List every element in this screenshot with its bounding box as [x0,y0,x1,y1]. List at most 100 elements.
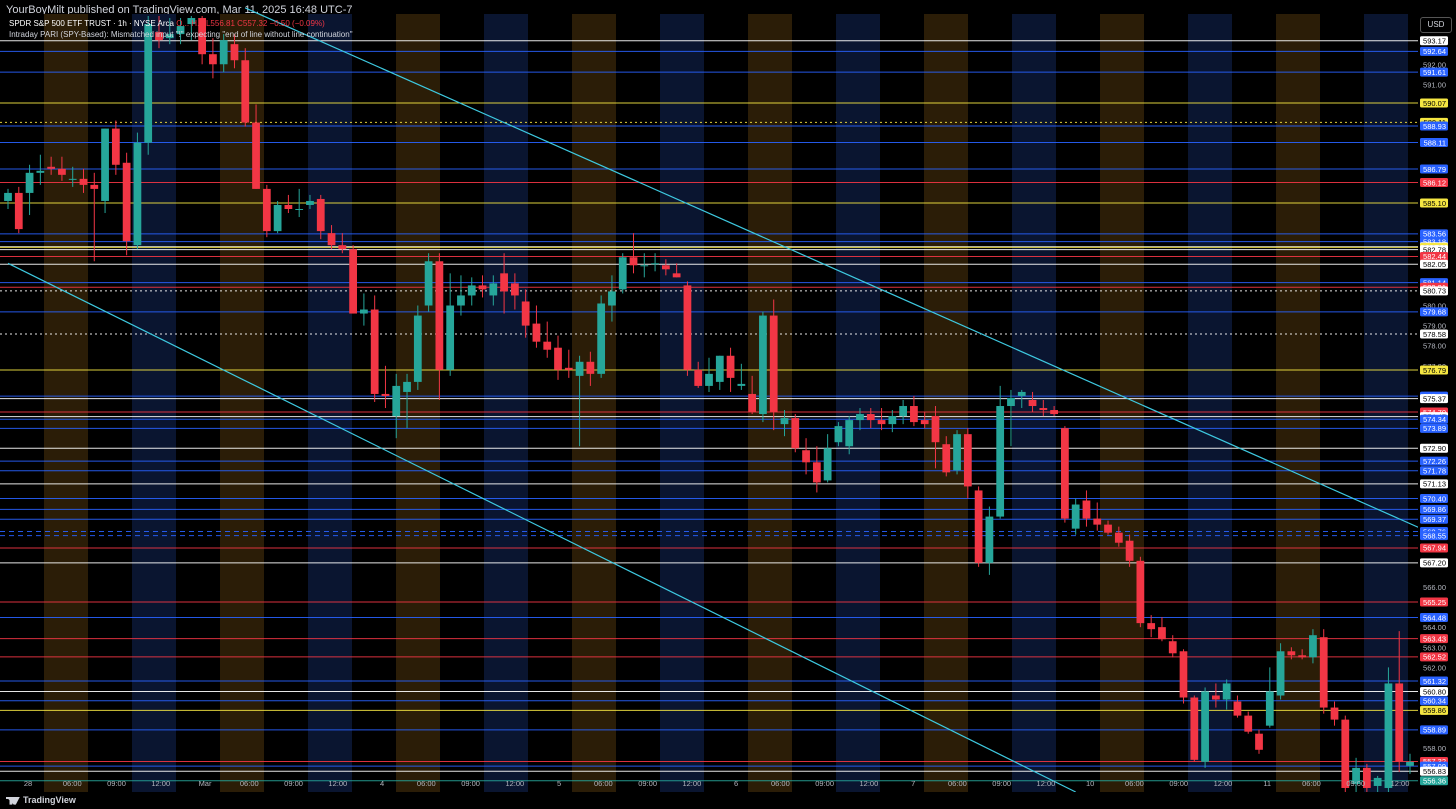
candle-body [737,383,746,386]
candle-down [122,152,131,256]
candle-body [564,367,573,370]
candle-down [877,408,886,431]
time-tick-label: 12:00 [860,779,879,788]
currency-button[interactable]: USD [1420,17,1452,33]
candle-down [683,281,692,376]
candle-up [133,132,142,250]
candle-body [694,369,703,386]
candle-down [58,156,66,181]
candle-down [1093,502,1102,531]
price-level-tag-label: 557.09 [1423,762,1446,771]
legend-indicator[interactable]: Intraday PARI (SPY-Based): Mismatched in… [9,30,353,39]
price-level-tag-label: 567.94 [1423,544,1446,553]
price-level-tag-label: 569.37 [1423,515,1446,524]
candle-body [349,249,357,314]
candle-down [694,361,703,388]
session-band [176,14,220,792]
price-level-tag-label: 568.55 [1423,531,1446,540]
price-level-tag [1420,423,1448,433]
price-level-tag [1420,504,1448,514]
candle-body [478,285,487,290]
session-band [132,14,176,792]
candle-down [1050,406,1058,417]
price-level-tag-label: 571.13 [1423,480,1446,489]
price-level-tag-label: 563.43 [1423,634,1446,643]
candle-down [1104,520,1112,535]
candle-body [209,54,217,65]
candle-up [618,253,627,294]
candle-body [597,303,606,374]
tradingview-logo-icon [6,796,20,805]
price-level-tag [1420,466,1448,476]
candle-body [910,406,918,423]
candle-down [920,412,929,429]
price-level-tag-label: 560.80 [1423,687,1446,696]
time-tick-label: 09:00 [1346,779,1365,788]
time-tick-label: 09:00 [461,779,480,788]
candle-body [1373,777,1382,786]
candle-body [996,406,1005,517]
chart-legend: SPDR S&P 500 ETF TRUST · 1h · NYSE Arca … [9,18,353,40]
candle-body [36,170,45,173]
candle-body [974,490,983,563]
time-tick-label: 06:00 [240,779,259,788]
price-level-tag [1420,634,1448,644]
candle-down [1395,631,1404,772]
candle-up [888,410,897,433]
candle-down [1039,399,1048,417]
price-level-tag [1420,329,1448,339]
candle-up [392,373,401,439]
candle-body [446,305,455,370]
price-level-tag-label: 572.26 [1423,457,1446,466]
candle-body [79,178,88,185]
candle-body [144,24,153,143]
price-level-tag-label: 576.79 [1423,366,1446,375]
price-level-tag-label: 593.17 [1423,37,1446,46]
candle-body [661,265,670,270]
candle-body [25,172,34,193]
session-band [660,14,704,792]
candle-down [521,289,530,338]
price-level-tag-label: 556.36 [1423,777,1446,786]
candle-down [748,375,757,415]
time-tick-label: 09:00 [638,779,657,788]
candle-up [651,253,659,272]
candle-body [1071,504,1080,529]
candle-down [349,245,357,314]
price-level-tag-label: 575.37 [1423,394,1446,403]
candle-up [1276,643,1285,700]
candle-body [521,301,530,326]
price-level-tag [1420,198,1448,208]
candle-down [1168,635,1177,658]
candle-down [327,225,336,250]
candle-body [1287,651,1296,656]
candle-body [963,434,972,487]
candle-body [866,414,875,421]
price-tick-label: 578.00 [1423,342,1446,351]
candle-body [155,32,163,41]
time-tick-label: 06:00 [1125,779,1144,788]
candle-down [802,438,810,475]
candle-body [424,261,433,306]
time-tick-label: 06:00 [771,779,790,788]
candle-body [1093,518,1102,525]
price-tick-label: 579.00 [1423,322,1446,331]
price-level-tag-label: 586.12 [1423,178,1446,187]
time-tick-label: 12:00 [682,779,701,788]
candle-body [823,448,832,481]
price-tick-label: 558.00 [1423,744,1446,753]
candle-body [230,44,239,61]
price-level-tag-label: 560.34 [1423,697,1446,706]
candle-up [899,399,908,425]
candle-body [618,257,627,290]
price-level-tag [1420,597,1448,607]
candle-up [36,154,45,185]
candle-up [424,253,433,312]
candle-body [510,283,519,296]
time-tick-label: 12:00 [1037,779,1056,788]
time-tick-label: 09:00 [815,779,834,788]
price-level-tag-label: 573.89 [1423,424,1446,433]
candle-up [705,357,713,392]
candle-up [1201,687,1209,768]
